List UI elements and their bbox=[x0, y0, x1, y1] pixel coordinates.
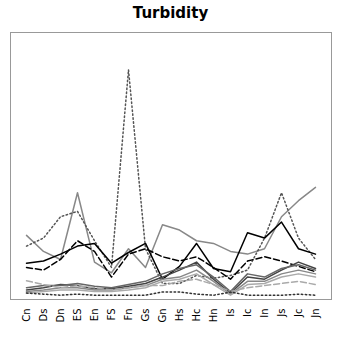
svg-text:Jc: Jc bbox=[293, 309, 304, 318]
svg-text:FS: FS bbox=[106, 309, 117, 321]
html-text:Turbidity: Turbidity bbox=[132, 4, 209, 22]
svg-text:Ds: Ds bbox=[38, 309, 49, 322]
svg-text:Js: Js bbox=[276, 309, 287, 318]
svg-text:Gs: Gs bbox=[140, 309, 151, 322]
svg-text:Hc: Hc bbox=[191, 309, 202, 322]
svg-text:Ic: Ic bbox=[242, 309, 253, 317]
svg-text:ES: ES bbox=[72, 309, 83, 322]
svg-text:Gn: Gn bbox=[157, 309, 168, 323]
svg-text:Jn: Jn bbox=[310, 309, 321, 319]
svg-text:En: En bbox=[89, 309, 100, 322]
svg-text:In: In bbox=[259, 309, 270, 318]
svg-text:Cn: Cn bbox=[21, 309, 32, 322]
svg-text:Is: Is bbox=[225, 309, 236, 317]
svg-text:Hn: Hn bbox=[208, 309, 219, 323]
svg-text:Fn: Fn bbox=[123, 309, 134, 321]
svg-text:Dn: Dn bbox=[55, 309, 66, 323]
svg-text:Hs: Hs bbox=[174, 309, 185, 322]
